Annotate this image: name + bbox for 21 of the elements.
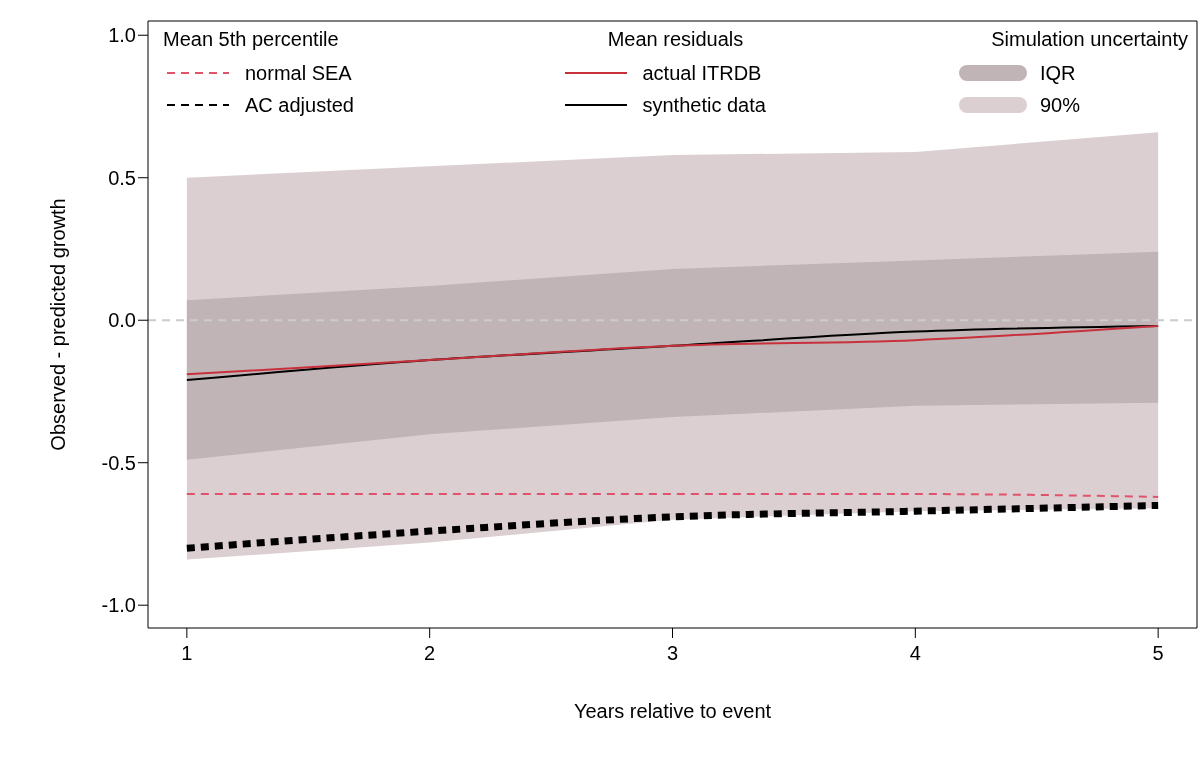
annotation: Mean residuals xyxy=(607,28,744,51)
y-tick-label: -1.0 xyxy=(101,594,136,617)
legend-label: normal SEA xyxy=(245,61,352,85)
legend-label: actual ITRDB xyxy=(642,61,762,85)
y-axis-title: Observed - predicted growth xyxy=(47,198,70,451)
x-axis-title: Years relative to event xyxy=(573,700,772,722)
x-tick-label: 1 xyxy=(181,642,193,665)
annotation: Mean 5th percentile xyxy=(163,28,339,51)
y-tick-label: 0.0 xyxy=(108,309,136,332)
y-tick-label: 0.5 xyxy=(108,166,136,189)
x-tick-label: 2 xyxy=(424,642,436,665)
y-tick-label: 1.0 xyxy=(108,24,136,47)
legend-label: AC adjusted xyxy=(245,93,354,117)
x-tick-label: 3 xyxy=(666,642,679,665)
legend-label: 90% xyxy=(1040,93,1081,117)
x-tick-label: 5 xyxy=(1152,642,1164,665)
legend-label: synthetic data xyxy=(642,93,766,117)
legend-label: IQR xyxy=(1040,61,1076,85)
y-tick-label: -0.5 xyxy=(101,451,136,474)
annotation: Simulation uncertainty xyxy=(991,28,1188,51)
x-tick-label: 4 xyxy=(909,642,921,665)
